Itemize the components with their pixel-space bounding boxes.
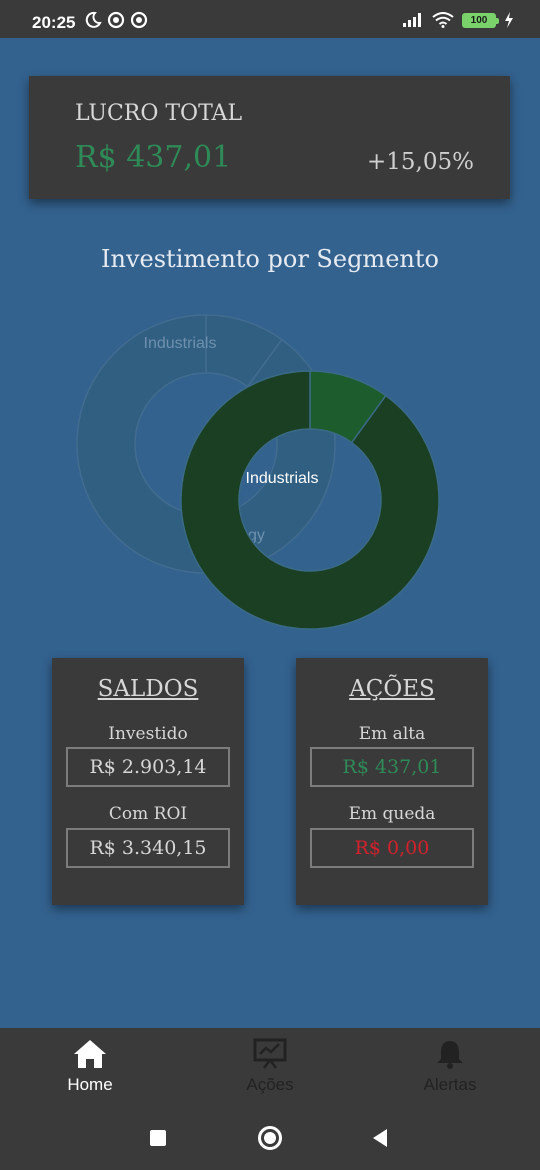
nav-alertas-label: Alertas [423,1075,477,1094]
signal-icon [403,13,421,27]
nav-acoes[interactable]: Ações [180,1028,360,1108]
system-nav [0,1108,540,1170]
acoes-title: AÇÕES [349,676,435,702]
back-button[interactable] [371,1128,389,1148]
com-roi-value: R$ 3.340,15 [66,828,230,868]
home-button[interactable] [258,1126,282,1150]
battery-icon: 100 [462,12,499,28]
em-queda-value: R$ 0,00 [310,828,474,868]
do-not-disturb-icon [130,11,148,29]
nav-home-label: Home [67,1075,113,1094]
donut-chart-2[interactable]: IndustrialsTechnology [180,370,440,640]
em-alta-label: Em alta [358,724,426,744]
bottom-nav: Home Ações Alertas [0,1028,540,1108]
saldos-card: SALDOS Investido R$ 2.903,14 Com ROI R$ … [52,658,244,905]
recents-button[interactable] [150,1130,166,1146]
moon-icon [85,11,102,28]
saldos-title: SALDOS [97,676,199,702]
lucro-total-percent: +15,05% [367,149,474,175]
wifi-icon [432,12,454,28]
lucro-total-card: LUCRO TOTAL R$ 437,01 +15,05% [29,76,510,199]
home-icon [74,1040,106,1068]
donut-slice-technology[interactable] [180,370,440,630]
investido-label: Investido [108,724,188,744]
status-time: 20:25 [32,13,76,32]
nav-acoes-label: Ações [246,1075,294,1094]
nav-alertas[interactable]: Alertas [360,1028,540,1108]
charging-icon [505,12,513,28]
lucro-total-value: R$ 437,01 [75,140,232,175]
lucro-total-title: LUCRO TOTAL [75,101,243,126]
bell-icon [437,1041,463,1069]
chart-title: Investimento por Segmento [101,245,439,273]
status-bar: 20:25 100 [0,0,540,38]
chart-presentation-icon [253,1038,287,1069]
donut-label-industrials: Industrials [246,470,319,487]
com-roi-label: Com ROI [108,804,188,824]
acoes-card: AÇÕES Em alta R$ 437,01 Em queda R$ 0,00 [296,658,488,905]
em-queda-label: Em queda [348,804,436,824]
segment-donut-chart[interactable]: IndustrialsogyIndustrialsTechnology [0,290,540,640]
em-alta-value: R$ 437,01 [310,747,474,787]
donut-label-industrials: Industrials [144,335,217,352]
nav-home[interactable]: Home [0,1028,180,1108]
do-not-disturb-icon [107,11,125,29]
investido-value: R$ 2.903,14 [66,747,230,787]
